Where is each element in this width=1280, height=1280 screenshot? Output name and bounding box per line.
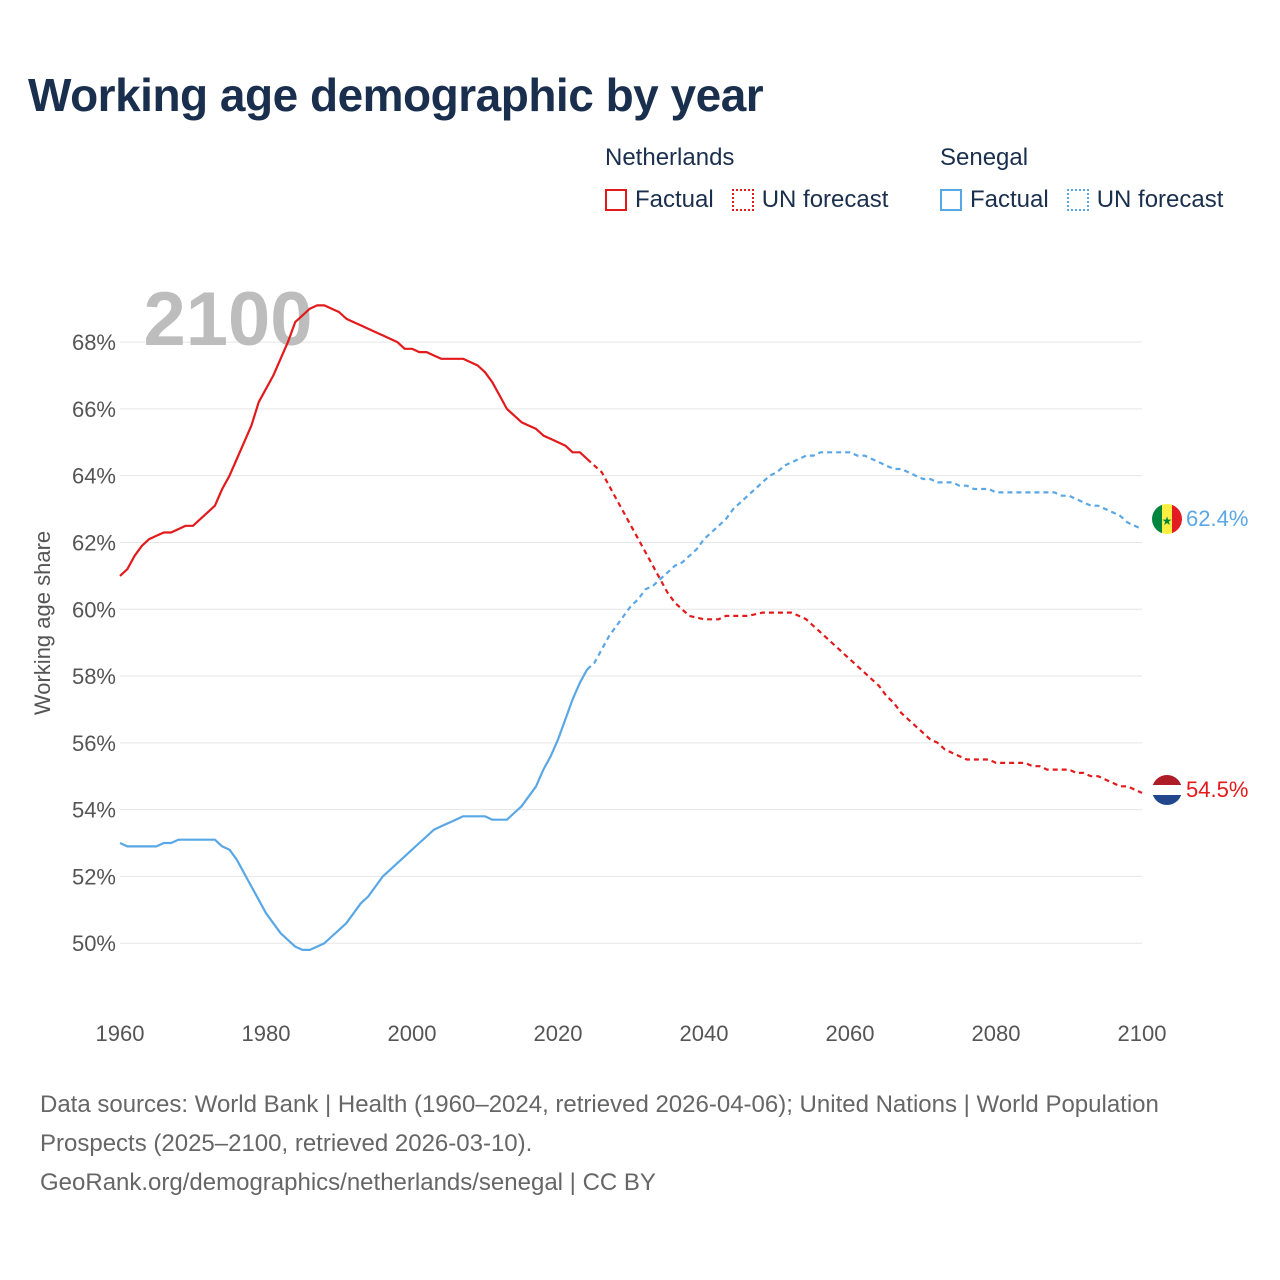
senegal-factual-line bbox=[119, 668, 589, 951]
year-watermark: 2100 bbox=[143, 277, 312, 362]
senegal-end-value-label: 62.4% bbox=[1186, 506, 1248, 531]
netherlands-end-value-label: 54.5% bbox=[1186, 777, 1248, 802]
x-tick-label: 2060 bbox=[826, 1021, 875, 1046]
legend-label: UN forecast bbox=[761, 186, 889, 213]
legend-swatch-solid bbox=[940, 189, 962, 211]
legend-group-name: Senegal bbox=[940, 144, 1029, 171]
legend-item-senegal-factual[interactable]: Factual bbox=[940, 186, 1049, 214]
x-tick-label: 2100 bbox=[1118, 1021, 1167, 1046]
x-tick-label: 2080 bbox=[972, 1021, 1021, 1046]
senegal-flag-icon: ★ bbox=[1152, 504, 1182, 534]
netherlands-factual-line bbox=[119, 304, 588, 577]
legend-netherlands: Netherlands Factual UN forecast bbox=[605, 144, 906, 214]
legend-group-name: Netherlands bbox=[605, 144, 735, 171]
legend-item-netherlands-factual[interactable]: Factual bbox=[605, 186, 714, 214]
y-axis-title: Working age share bbox=[30, 531, 55, 715]
legend-swatch-solid bbox=[605, 189, 627, 211]
data-sources-text: Data sources: World Bank | Health (1960–… bbox=[40, 1091, 1159, 1157]
y-tick-label: 60% bbox=[72, 597, 116, 622]
x-tick-label: 1980 bbox=[242, 1021, 291, 1046]
legend-swatch-dotted bbox=[731, 189, 754, 211]
x-tick-label: 2040 bbox=[680, 1021, 729, 1046]
y-tick-label: 64% bbox=[72, 464, 116, 489]
chart-area: 50% 52% 54% 56% 58% 60% 62% 64% 66% 68% 1960 1980 2… bbox=[30, 277, 1248, 1046]
netherlands-flag-icon bbox=[1152, 775, 1182, 805]
gridlines bbox=[120, 341, 1142, 944]
y-tick-label: 62% bbox=[72, 530, 116, 555]
netherlands-forecast-line bbox=[586, 458, 1143, 794]
legend-label: Factual bbox=[635, 186, 714, 213]
legend-senegal: Senegal Factual UN forecast bbox=[940, 144, 1241, 214]
svg-text:★: ★ bbox=[1162, 514, 1173, 528]
y-tick-label: 56% bbox=[72, 731, 116, 756]
source-link[interactable]: GeoRank.org/demographics/netherlands/sen… bbox=[40, 1169, 656, 1196]
x-axis-ticks: 1960 1980 2000 2020 2040 2060 2080 2100 bbox=[96, 1021, 1167, 1046]
series-lines bbox=[119, 304, 1143, 951]
y-tick-label: 66% bbox=[72, 397, 116, 422]
legend-label: UN forecast bbox=[1096, 186, 1224, 213]
footer: Data sources: World Bank | Health (1960–… bbox=[40, 1085, 1220, 1202]
legend-label: Factual bbox=[970, 186, 1049, 213]
chart-title: Working age demographic by year bbox=[28, 69, 764, 121]
legend-swatch-dotted bbox=[1066, 189, 1089, 211]
x-tick-label: 2000 bbox=[388, 1021, 437, 1046]
y-tick-label: 52% bbox=[72, 864, 116, 889]
y-tick-label: 54% bbox=[72, 798, 116, 823]
y-tick-label: 50% bbox=[72, 931, 116, 956]
legend-item-senegal-forecast[interactable]: UN forecast bbox=[1066, 186, 1224, 214]
y-tick-label: 58% bbox=[72, 664, 116, 689]
senegal-forecast-line bbox=[586, 451, 1143, 671]
x-tick-label: 2020 bbox=[534, 1021, 583, 1046]
legend-item-netherlands-forecast[interactable]: UN forecast bbox=[731, 186, 889, 214]
y-tick-label: 68% bbox=[72, 330, 116, 355]
x-tick-label: 1960 bbox=[96, 1021, 145, 1046]
y-axis-ticks: 50% 52% 54% 56% 58% 60% 62% 64% 66% 68% bbox=[72, 330, 116, 956]
